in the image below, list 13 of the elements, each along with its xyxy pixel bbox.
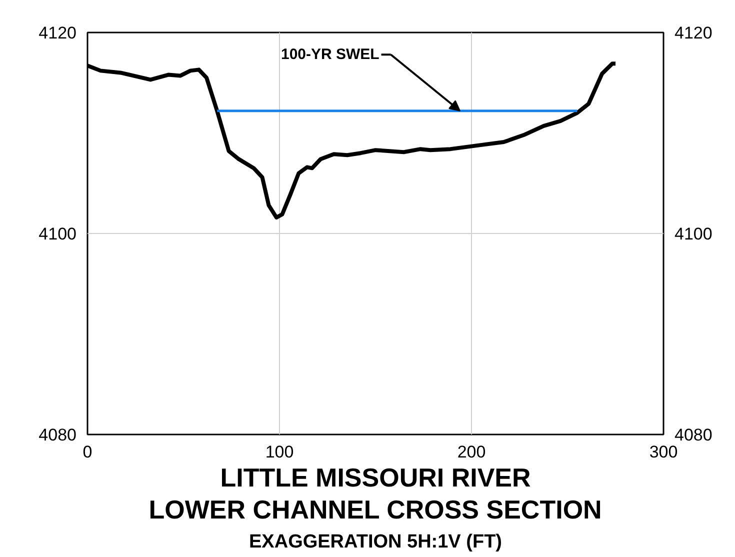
text: EXAGGERATION 5H:1V (FT) — [249, 532, 502, 552]
y2-tick-label: 4100 — [674, 224, 712, 244]
x-tick-label: 0 — [82, 442, 92, 462]
text: LITTLE MISSOURI RIVER LOWER CHANNEL CROSS SECTION — [148, 462, 602, 524]
y-tick-label: 4100 — [38, 224, 77, 244]
y-tick-label: 4080 — [38, 426, 77, 444]
annotation: 100-YR SWEL — [280, 46, 380, 64]
y2-tick-label: 4080 — [674, 426, 712, 444]
x-tick-label: 300 — [649, 442, 678, 462]
x-tick-label: 200 — [457, 442, 486, 462]
y-tick-label: 4120 — [38, 24, 77, 42]
x-tick-label: 100 — [265, 442, 294, 462]
y2-tick-label: 4120 — [674, 24, 712, 42]
